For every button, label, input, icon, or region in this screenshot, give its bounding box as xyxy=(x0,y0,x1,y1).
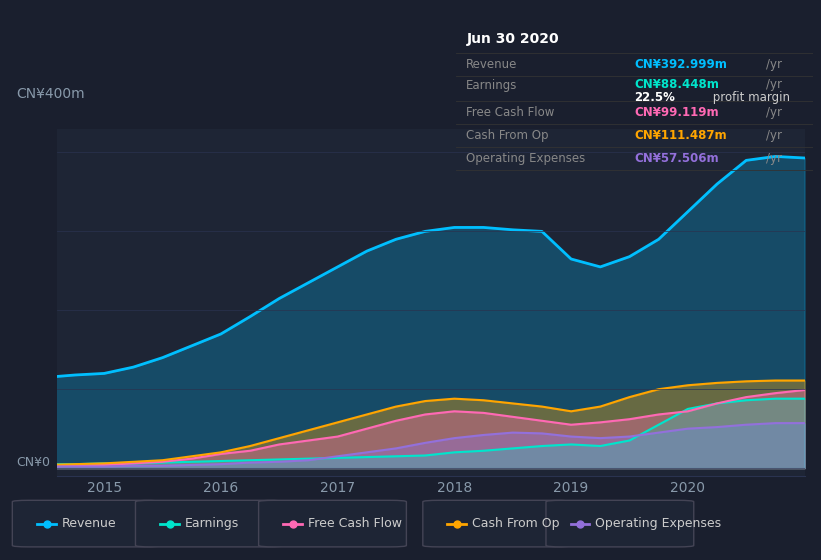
Text: Free Cash Flow: Free Cash Flow xyxy=(308,517,401,530)
Text: /yr: /yr xyxy=(766,58,782,71)
Text: Earnings: Earnings xyxy=(185,517,239,530)
Text: CN¥392.999m: CN¥392.999m xyxy=(635,58,727,71)
Text: Free Cash Flow: Free Cash Flow xyxy=(466,106,555,119)
Text: Cash From Op: Cash From Op xyxy=(466,129,549,142)
Text: Revenue: Revenue xyxy=(466,58,518,71)
FancyBboxPatch shape xyxy=(423,500,571,547)
Text: Cash From Op: Cash From Op xyxy=(472,517,560,530)
Text: /yr: /yr xyxy=(766,152,782,165)
FancyBboxPatch shape xyxy=(546,500,694,547)
FancyBboxPatch shape xyxy=(12,500,160,547)
FancyBboxPatch shape xyxy=(259,500,406,547)
Text: Revenue: Revenue xyxy=(62,517,117,530)
Bar xyxy=(548,121,805,476)
Text: CN¥111.487m: CN¥111.487m xyxy=(635,129,727,142)
Text: CN¥400m: CN¥400m xyxy=(16,87,85,101)
Text: CN¥88.448m: CN¥88.448m xyxy=(635,78,719,91)
Text: /yr: /yr xyxy=(766,106,782,119)
Text: Jun 30 2020: Jun 30 2020 xyxy=(466,31,559,45)
Text: /yr: /yr xyxy=(766,129,782,142)
Text: /yr: /yr xyxy=(766,78,782,91)
Text: Operating Expenses: Operating Expenses xyxy=(466,152,585,165)
Text: 22.5%: 22.5% xyxy=(635,91,675,104)
Text: Operating Expenses: Operating Expenses xyxy=(595,517,722,530)
Text: Earnings: Earnings xyxy=(466,78,518,91)
Text: CN¥57.506m: CN¥57.506m xyxy=(635,152,719,165)
Text: CN¥99.119m: CN¥99.119m xyxy=(635,106,719,119)
Text: CN¥0: CN¥0 xyxy=(16,455,50,469)
Text: profit margin: profit margin xyxy=(709,91,791,104)
FancyBboxPatch shape xyxy=(135,500,283,547)
